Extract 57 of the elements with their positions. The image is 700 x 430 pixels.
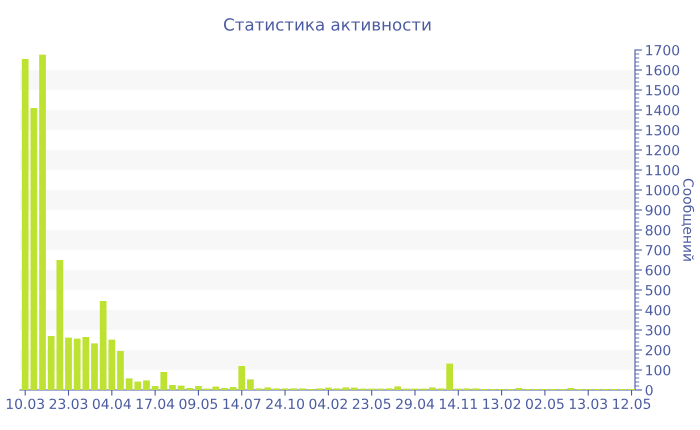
bar — [238, 366, 246, 390]
chart-title: Статистика активности — [224, 18, 430, 31]
y-tick-label: 800 — [646, 224, 670, 236]
x-tick-label: 14.11 — [440, 398, 477, 409]
y-tick-label: 1600 — [646, 64, 680, 76]
y-tick-label: 600 — [646, 264, 670, 276]
y-tick-label: 1200 — [646, 144, 680, 156]
y-tick-label: 0 — [646, 384, 653, 396]
x-tick-label: 23.05 — [352, 398, 390, 410]
x-tick-label: 17.04 — [136, 398, 174, 410]
bar — [74, 338, 81, 390]
x-tick-label: 12.05 — [613, 398, 650, 410]
bar — [82, 337, 90, 390]
y-tick-label: 300 — [646, 324, 670, 336]
y-axis-title: Сообщений — [681, 178, 694, 261]
bar — [22, 59, 29, 390]
bar — [30, 108, 38, 390]
y-tick-label: 1500 — [646, 84, 680, 96]
x-tick-label: 14.07 — [223, 398, 260, 410]
x-tick-label: 24.10 — [266, 398, 304, 410]
bar — [48, 336, 55, 390]
bar — [108, 340, 116, 390]
bar — [212, 386, 220, 390]
y-tick-label: 500 — [646, 284, 670, 296]
y-tick-label: 900 — [646, 204, 670, 216]
bar — [428, 387, 436, 390]
y-tick-label: 700 — [646, 244, 670, 256]
bar — [56, 260, 64, 390]
y-tick-label: 1400 — [646, 104, 680, 116]
bar — [342, 387, 350, 390]
y-tick-label: 1000 — [646, 184, 680, 196]
x-tick-label: 10.03 — [6, 398, 44, 410]
bar — [134, 382, 142, 390]
bar — [39, 54, 46, 390]
y-tick-label: 1100 — [646, 164, 680, 176]
y-tick-label: 1700 — [646, 44, 680, 56]
bar — [100, 301, 107, 390]
bar — [65, 338, 72, 390]
bar — [117, 351, 124, 390]
bar — [160, 372, 168, 390]
x-tick-label: 02.05 — [526, 398, 564, 410]
x-tick-label: 13.03 — [570, 398, 607, 410]
bar — [446, 364, 454, 390]
x-tick-label: 23.03 — [50, 398, 88, 410]
bar — [264, 387, 272, 390]
bar — [394, 386, 402, 390]
bar — [91, 343, 98, 390]
x-tick-label: 13.02 — [483, 398, 520, 410]
y-tick-label: 200 — [646, 344, 670, 356]
y-tick-label: 400 — [645, 304, 670, 316]
x-tick-label: 29.04 — [396, 398, 434, 410]
x-tick-label: 09.05 — [179, 398, 218, 410]
bar — [126, 378, 133, 390]
x-tick-label: 04.04 — [92, 398, 131, 410]
x-tick-label: 04.02 — [309, 398, 347, 410]
y-tick-label: 1300 — [646, 124, 680, 136]
y-tick-label: 100 — [646, 364, 670, 376]
